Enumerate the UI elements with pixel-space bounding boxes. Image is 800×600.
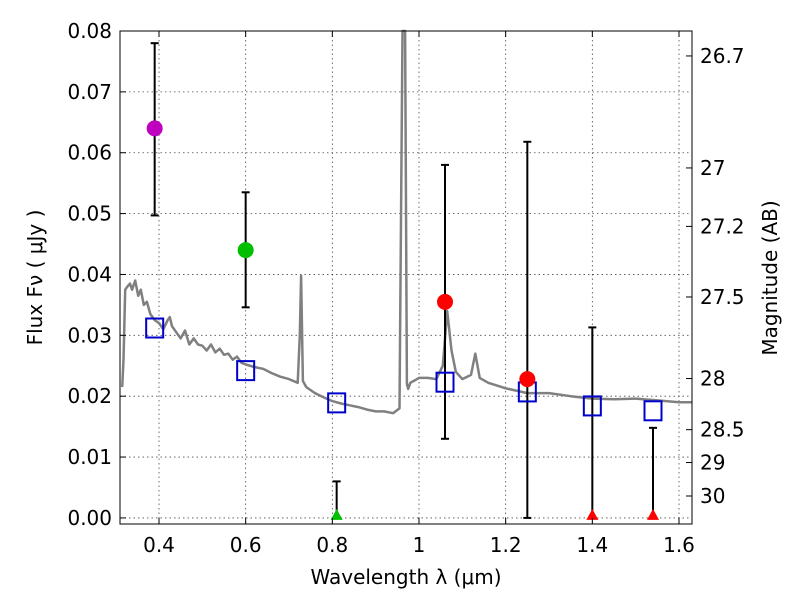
observed-point xyxy=(437,293,453,310)
right-tick-label: 29 xyxy=(700,451,725,475)
right-tick-label: 27.2 xyxy=(700,214,745,238)
model-point-square xyxy=(643,400,663,422)
right-tick-label: 27.5 xyxy=(700,285,745,309)
observed-points xyxy=(146,120,659,520)
y-tick-label: 0.04 xyxy=(67,262,112,286)
axis-ticks: 0.4 0.6 0.8 1 1.2 1.4 1.6 0.00 0.01 0.02 0.03 0.04 0… xyxy=(67,19,744,557)
x-tick-label: 1.6 xyxy=(663,533,695,557)
model-point-square xyxy=(236,360,256,382)
y-tick-label: 0.06 xyxy=(67,141,112,165)
model-point-square xyxy=(435,371,455,393)
observed-point xyxy=(519,371,536,388)
x-axis-label: Wavelength λ (μm) xyxy=(310,565,501,589)
model-point-square xyxy=(582,395,602,417)
x-tick-label: 1.4 xyxy=(576,533,608,557)
y-tick-label: 0.02 xyxy=(67,384,112,408)
y-tick-label: 0.00 xyxy=(67,506,112,530)
upper-limit-marker xyxy=(586,508,599,520)
right-tick-label: 28.5 xyxy=(700,418,745,442)
right-tick-label: 26.7 xyxy=(700,44,745,68)
x-tick-label: 0.4 xyxy=(143,533,175,557)
x-tick-label: 1 xyxy=(413,533,426,557)
x-tick-label: 1.2 xyxy=(490,533,522,557)
model-point-square xyxy=(145,317,165,339)
grid xyxy=(120,30,692,524)
upper-limit-marker xyxy=(330,508,343,520)
model-point-square xyxy=(327,392,347,414)
x-tick-label: 0.8 xyxy=(316,533,348,557)
upper-limit-marker xyxy=(647,508,659,520)
y-tick-label: 0.05 xyxy=(67,202,112,226)
observed-point xyxy=(237,242,254,259)
right-axis-label: Magnitude (AB) xyxy=(758,200,782,355)
plot-area-frame xyxy=(119,30,693,525)
y-tick-label: 0.03 xyxy=(67,323,112,347)
y-tick-label: 0.07 xyxy=(67,80,112,104)
right-tick-label: 30 xyxy=(700,484,725,508)
right-tick-label: 28 xyxy=(700,367,725,391)
y-tick-label: 0.08 xyxy=(67,19,112,43)
y-tick-label: 0.01 xyxy=(67,445,112,469)
right-tick-label: 27 xyxy=(700,156,725,180)
x-tick-label: 0.6 xyxy=(230,533,262,557)
observed-point xyxy=(146,120,163,137)
y-axis-label: Flux Fν ( μJy ) xyxy=(23,210,47,346)
